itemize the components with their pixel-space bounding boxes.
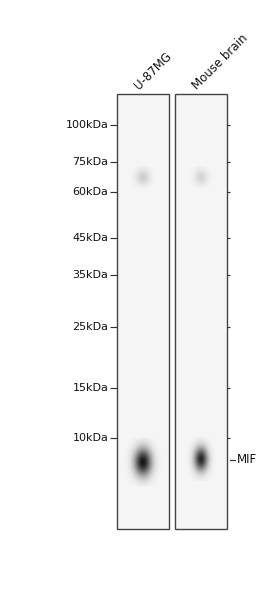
Text: 45kDa: 45kDa [72,233,108,243]
Text: MIF: MIF [237,453,257,466]
Text: Mouse brain: Mouse brain [190,31,250,92]
Text: U-87MG: U-87MG [132,49,174,92]
Text: 25kDa: 25kDa [72,322,108,332]
Text: 60kDa: 60kDa [72,187,108,197]
Text: 35kDa: 35kDa [72,270,108,280]
Text: 100kDa: 100kDa [66,120,108,130]
Text: 75kDa: 75kDa [72,156,108,167]
Text: 10kDa: 10kDa [72,433,108,443]
Text: 15kDa: 15kDa [72,383,108,393]
Bar [117,94,168,530]
Bar [175,94,227,530]
